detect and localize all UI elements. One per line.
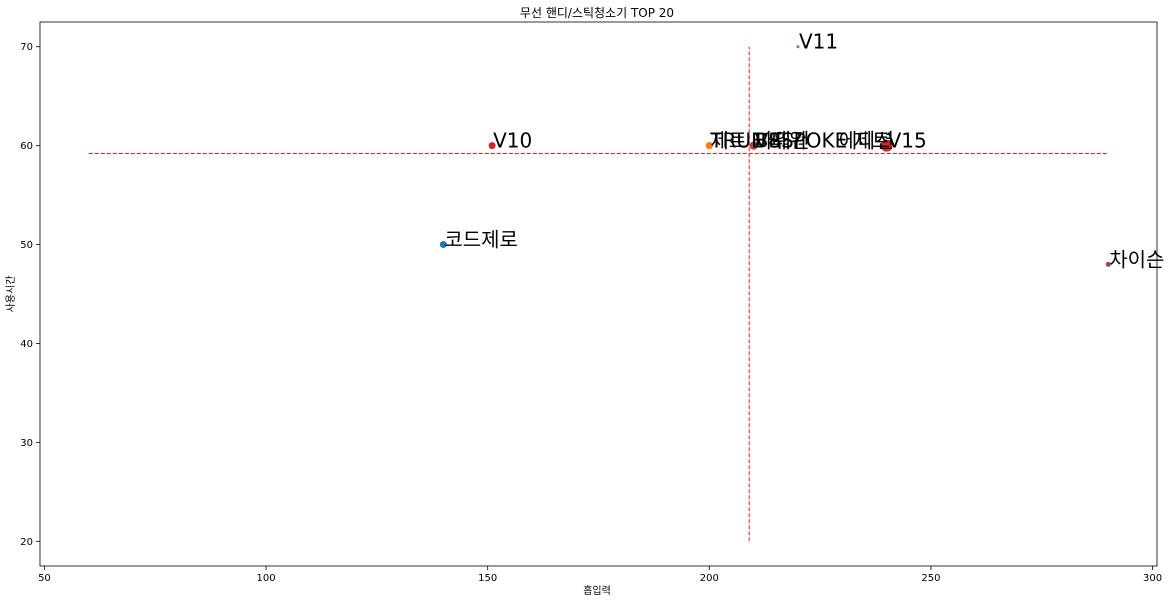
point-label: V11: [799, 30, 838, 54]
point-label: V10: [493, 129, 532, 153]
point-label: 제트: [710, 129, 747, 153]
mean-lines: [88, 46, 1109, 542]
point-label: 코드제로: [444, 228, 518, 252]
point-label: 에디션: [839, 129, 894, 153]
x-axis: 50 100 150 200 250 300: [38, 566, 1162, 584]
chart-title: 무선 핸디/스틱청소기 TOP 20: [520, 5, 674, 20]
x-tick-label: 300: [1143, 573, 1162, 584]
point-label: TRUE 파워: [709, 129, 807, 153]
x-tick-label: 150: [478, 573, 497, 584]
x-tick-label: 200: [700, 573, 719, 584]
y-axis-label: 사용시간: [5, 276, 17, 313]
x-tick-label: 100: [257, 573, 276, 584]
y-tick-label: 30: [20, 438, 33, 449]
x-tick-label: 50: [38, 573, 51, 584]
data-points: [439, 45, 1111, 267]
data-point: [750, 142, 757, 149]
data-point: [880, 139, 893, 152]
plot-area-frame: [39, 21, 1158, 567]
y-tick-label: 70: [20, 42, 33, 53]
y-tick-label: 60: [20, 141, 33, 152]
point-label: 차이슨: [1109, 247, 1164, 271]
data-point: [1105, 261, 1111, 267]
point-label: BESPOKE 제트: [755, 129, 891, 153]
data-point: [705, 142, 713, 150]
point-label: V15: [888, 129, 927, 153]
y-axis: 20 30 40 50 60 70: [20, 42, 40, 548]
point-label: 파워건: [755, 129, 810, 153]
y-tick-label: 40: [20, 339, 33, 350]
y-tick-label: 20: [20, 537, 33, 548]
data-point: [488, 142, 496, 150]
y-tick-label: 50: [20, 240, 33, 251]
x-axis-label: 흡입력: [583, 584, 611, 597]
point-label: V8: [755, 129, 781, 153]
x-tick-label: 250: [921, 573, 940, 584]
data-point: [439, 241, 447, 249]
data-point: [796, 45, 800, 49]
